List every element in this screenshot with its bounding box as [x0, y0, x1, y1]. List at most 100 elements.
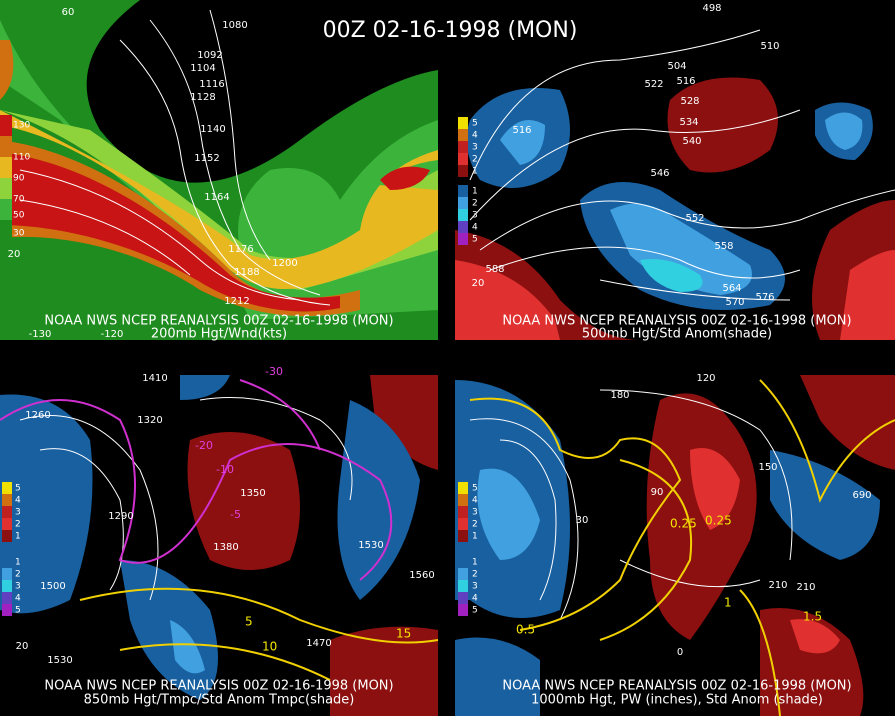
legend-swatch	[2, 580, 12, 592]
contour	[599, 279, 791, 301]
panel-200mb: 130 110 90 70 50 30 1080 1092 1104 1116 …	[0, 0, 438, 342]
temperature-contour	[119, 643, 331, 681]
anomaly-shade	[770, 450, 880, 560]
pw-contour	[599, 459, 693, 641]
legend-label: 50	[13, 211, 25, 221]
legend-swatch	[458, 153, 468, 165]
contour	[469, 418, 579, 621]
contour-label: 516	[676, 76, 695, 87]
grid-label: 60	[62, 7, 75, 18]
pw-contour	[739, 589, 781, 716]
page-title: 00Z 02-16-1998 (MON)	[323, 18, 578, 43]
contour-label: 516	[512, 125, 531, 136]
contour	[469, 29, 761, 181]
panel-subtitle: 200mb Hgt/Wnd(kts)	[151, 327, 287, 342]
contour	[599, 389, 793, 561]
legend-swatch	[458, 506, 468, 518]
legend-label: 3	[472, 582, 478, 592]
legend-label: 4	[472, 594, 478, 604]
pw-label: 0.25	[670, 517, 697, 531]
contour-label: 1530	[358, 540, 383, 551]
legend-label: 4	[472, 131, 478, 141]
wind-shade	[0, 110, 438, 290]
legend-swatch	[2, 482, 12, 494]
contour-label: 1290	[108, 511, 133, 522]
panel-850mb: 5 4 3 2 1 1 2 3 4 5 1260 1290 1320 1350 …	[0, 365, 439, 716]
legend-swatch	[458, 604, 468, 616]
contour-label: 552	[685, 213, 704, 224]
legend-swatch	[2, 568, 12, 580]
anomaly-shade	[640, 259, 703, 292]
contour-label: 1500	[40, 581, 65, 592]
contour-label: 180	[610, 390, 629, 401]
legend-label: 5	[472, 484, 478, 494]
legend-swatch	[2, 604, 12, 616]
legend-swatch	[2, 506, 12, 518]
panel-caption: NOAA NWS NCEP REANALYSIS 00Z 02-16-1998 …	[44, 314, 393, 329]
contour-label: 546	[650, 168, 669, 179]
grid-label: -120	[101, 329, 124, 340]
contour-label: 1164	[204, 192, 229, 203]
anomaly-shade	[825, 112, 863, 150]
legend-swatch	[0, 178, 12, 199]
legend-label: 4	[472, 223, 478, 233]
contour-label: 510	[760, 41, 779, 52]
contour-label: 498	[702, 3, 721, 14]
temperature-label: 10	[262, 640, 277, 654]
panel-caption: NOAA NWS NCEP REANALYSIS 00Z 02-16-1998 …	[502, 314, 851, 329]
legend-swatch	[458, 494, 468, 506]
pw-contour	[759, 379, 895, 503]
contour-label: 1188	[234, 267, 259, 278]
anomaly-shade	[500, 120, 545, 165]
temperature-contour	[0, 399, 393, 581]
legend-swatch	[458, 141, 468, 153]
panel-subtitle: 500mb Hgt/Std Anom(shade)	[582, 327, 772, 342]
contour-label: 210	[796, 582, 815, 593]
legend-swatch	[0, 157, 12, 178]
legend-swatch	[458, 518, 468, 530]
contour-label: 522	[644, 79, 663, 90]
legend-swatch	[458, 209, 468, 221]
legend-swatch	[0, 199, 12, 220]
contour	[489, 246, 801, 279]
contour-label: 564	[722, 283, 741, 294]
legend-label: 30	[13, 229, 25, 239]
anomaly-shade	[690, 448, 740, 530]
legend-swatch	[458, 592, 468, 604]
panel-caption: NOAA NWS NCEP REANALYSIS 00Z 02-16-1998 …	[44, 679, 393, 694]
contour-label: 150	[758, 462, 777, 473]
anomaly-shade	[180, 375, 230, 400]
legend-swatch	[2, 530, 12, 542]
contour-label: 1200	[272, 258, 297, 269]
temperature-label: -20	[195, 439, 213, 452]
pw-label: 0.25	[705, 514, 732, 528]
legend-swatch	[458, 530, 468, 542]
legend-swatch	[2, 518, 12, 530]
contour-label: 1140	[200, 124, 225, 135]
legend-swatch	[2, 494, 12, 506]
temperature-label: -10	[216, 463, 234, 476]
legend-label: 2	[472, 199, 478, 209]
anomaly-shade	[187, 432, 300, 570]
contour-label: 504	[667, 61, 686, 72]
anomaly-shade	[455, 637, 540, 716]
contour	[479, 189, 895, 251]
contour-label: 570	[725, 297, 744, 308]
wind-shade	[0, 40, 14, 100]
wind-shade	[0, 20, 438, 320]
anomaly-shade	[760, 608, 864, 716]
contour-label: 1380	[213, 542, 238, 553]
legend-label: 1	[472, 558, 478, 568]
legend-label: 2	[472, 570, 478, 580]
contour	[19, 199, 191, 276]
legend-swatch	[0, 220, 12, 241]
contour-label: 1470	[306, 638, 331, 649]
anomaly-shade	[170, 620, 205, 674]
pw-contour	[469, 397, 682, 631]
pw-label: 0.5	[516, 623, 535, 637]
legend-label: 130	[13, 121, 30, 131]
legend-label: 1	[15, 558, 21, 568]
anomaly-shade	[610, 203, 752, 295]
contour-label: 528	[680, 96, 699, 107]
